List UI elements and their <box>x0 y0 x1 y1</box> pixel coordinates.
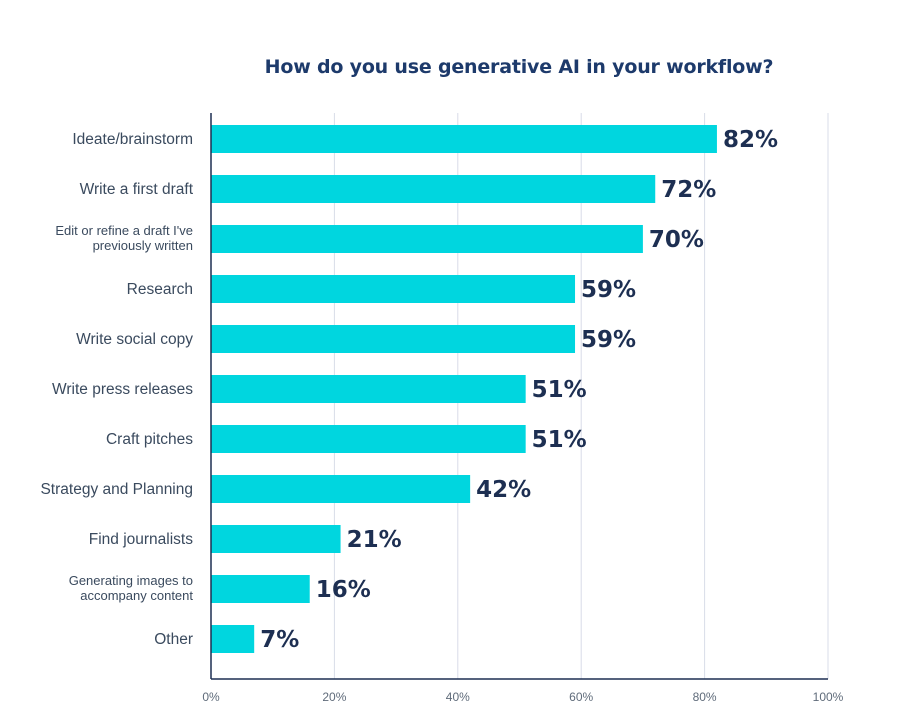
x-tick-label: 80% <box>693 690 717 704</box>
bar <box>211 575 310 603</box>
category-label: Generating images to <box>69 573 193 588</box>
bar <box>211 375 526 403</box>
value-label: 7% <box>260 627 299 653</box>
value-label: 51% <box>532 427 587 453</box>
x-tick-label: 20% <box>322 690 346 704</box>
value-label: 59% <box>581 327 636 353</box>
value-label: 59% <box>581 277 636 303</box>
bar <box>211 325 576 353</box>
x-tick-label: 40% <box>446 690 470 704</box>
x-tick-label: 0% <box>202 690 220 704</box>
category-label: Find journalists <box>89 531 193 548</box>
value-label: 70% <box>649 227 704 253</box>
category-label: Research <box>127 281 193 298</box>
category-label: Write social copy <box>76 331 193 348</box>
value-label: 72% <box>661 177 716 203</box>
bar <box>211 225 643 253</box>
category-label: Ideate/brainstorm <box>72 131 193 148</box>
category-label: Edit or refine a draft I've <box>55 223 193 238</box>
category-label: previously written <box>93 238 193 253</box>
x-tick-label: 100% <box>813 690 844 704</box>
bar <box>211 175 656 203</box>
x-tick-label: 60% <box>569 690 593 704</box>
bar <box>211 275 576 303</box>
value-label: 51% <box>532 377 587 403</box>
value-label: 82% <box>723 127 778 153</box>
value-label: 21% <box>347 527 402 553</box>
bar <box>211 425 526 453</box>
category-label: Strategy and Planning <box>40 481 193 498</box>
category-label: Write a first draft <box>80 181 194 198</box>
category-label: Other <box>154 631 193 648</box>
bar <box>211 125 717 153</box>
chart-title: How do you use generative AI in your wor… <box>264 56 774 78</box>
bar <box>211 525 341 553</box>
bar <box>211 475 471 503</box>
category-label: Write press releases <box>52 381 193 398</box>
category-label: Craft pitches <box>106 431 193 448</box>
value-label: 42% <box>476 477 531 503</box>
category-label: accompany content <box>80 588 193 603</box>
bar <box>211 625 255 653</box>
value-label: 16% <box>316 577 371 603</box>
